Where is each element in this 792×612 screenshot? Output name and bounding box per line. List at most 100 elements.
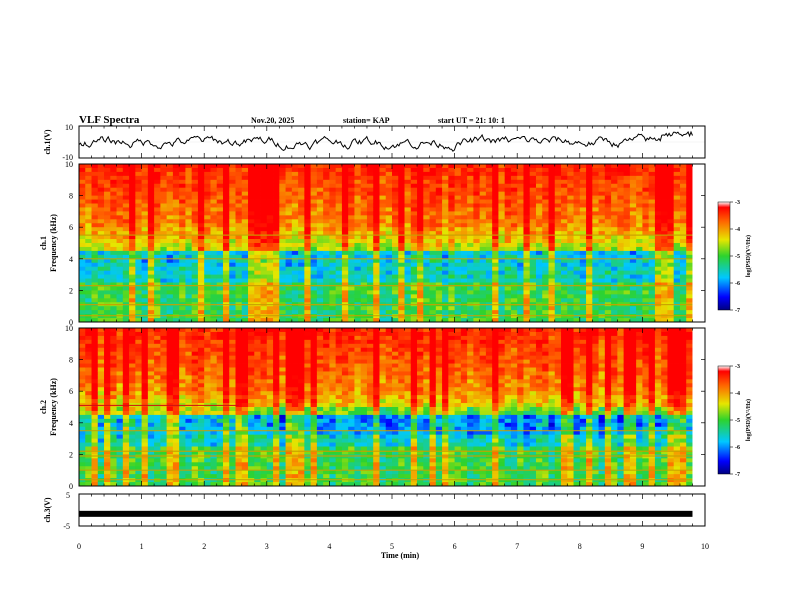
spectrogram-cell: [573, 219, 581, 224]
spectrogram-cell: [360, 215, 368, 220]
spectrogram-cell: [185, 430, 193, 436]
spectrogram-cell: [385, 175, 393, 181]
spectrogram-cell: [122, 250, 130, 256]
spectrogram-cell: [329, 215, 337, 220]
spectrogram-cell: [141, 383, 149, 388]
spectrogram-cell: [523, 250, 531, 256]
spectrogram-cell: [204, 343, 211, 349]
spectrogram-cell: [266, 219, 274, 224]
spectrogram-cell: [448, 290, 455, 295]
spectrogram-cell: [135, 450, 142, 455]
spectrogram-cell: [592, 195, 599, 200]
spectrogram-cell: [116, 266, 124, 272]
spectrogram-cell: [385, 246, 393, 252]
spectrogram-cell: [542, 203, 549, 208]
spectrogram-cell: [561, 294, 568, 299]
spectrogram-cell: [85, 434, 92, 439]
spectrogram-cell: [642, 175, 650, 181]
spectrogram-cell: [285, 223, 293, 228]
spectrogram-cell: [667, 167, 675, 173]
spectrogram-cell: [191, 235, 199, 240]
spectrogram-cell: [323, 207, 330, 212]
spectrogram-cell: [611, 215, 618, 220]
spectrogram-cell: [498, 282, 506, 287]
spectrogram-cell: [629, 195, 637, 200]
spectrogram-cell: [354, 223, 362, 228]
spectrogram-cell: [561, 258, 568, 264]
spectrogram-cell: [617, 199, 625, 204]
spectrogram-cell: [611, 294, 618, 299]
spectrogram-cell: [304, 262, 312, 268]
spectrogram-cell: [97, 391, 105, 396]
spectrogram-cell: [335, 171, 343, 177]
spectrogram-cell: [116, 446, 124, 451]
spectrogram-cell: [254, 262, 261, 268]
spectrogram-cell: [385, 223, 393, 228]
spectrogram-cell: [654, 258, 662, 264]
spectrogram-cell: [304, 175, 312, 181]
spectrogram-cell: [360, 246, 368, 252]
spectrogram-cell: [417, 195, 424, 200]
spectrogram-cell: [141, 223, 149, 228]
spectrogram-cell: [561, 274, 568, 279]
spectrogram-cell: [573, 171, 581, 177]
spectrogram-cell: [598, 298, 606, 303]
spectrogram-cell: [373, 187, 380, 193]
spectrogram-cell: [197, 164, 205, 169]
spectrogram-cell: [360, 231, 368, 236]
spectrogram-cell: [141, 450, 149, 455]
spectrogram-cell: [235, 250, 243, 256]
spectrogram-cell: [104, 278, 111, 283]
spectrogram-cell: [548, 282, 556, 287]
spectrogram-cell: [510, 278, 518, 283]
spectrogram-cell: [166, 335, 174, 341]
spectrogram-cell: [141, 474, 149, 479]
spectrogram-cell: [235, 227, 243, 232]
spectrogram-cell: [636, 211, 643, 216]
spectrogram-cell: [429, 274, 437, 279]
spectrogram-cell: [273, 254, 280, 260]
spectrogram-cell: [629, 262, 637, 268]
spectrogram-cell: [661, 318, 668, 323]
spectrogram-cell: [473, 266, 481, 272]
spectrogram-cell: [398, 223, 405, 228]
spectrogram-cell: [97, 446, 105, 451]
spectrogram-cell: [147, 430, 155, 436]
spectrogram-cell: [154, 270, 161, 275]
spectrogram-cell: [91, 183, 99, 189]
spectrogram-cell: [392, 290, 399, 295]
spectrogram-cell: [485, 239, 493, 244]
spectrogram-cell: [172, 383, 180, 388]
spectrogram-cell: [567, 171, 574, 177]
spectrogram-cell: [598, 262, 606, 268]
spectrogram-cell: [310, 298, 318, 303]
spectrogram-cell: [598, 318, 606, 323]
spectrogram-cell: [579, 254, 587, 260]
spectrogram-cell: [460, 223, 468, 228]
spectrogram-cell: [197, 258, 205, 264]
spectrogram-cell: [241, 215, 249, 220]
spectrogram-cell: [460, 306, 468, 311]
spectrogram-cell: [254, 219, 261, 224]
spectrogram-cell: [435, 231, 443, 236]
spectrogram-cell: [661, 306, 668, 311]
spectrogram-cell: [454, 318, 462, 323]
spectrogram-cell: [454, 270, 462, 275]
spectrogram-cell: [129, 278, 136, 283]
spectrogram-cell: [273, 191, 280, 196]
spectrogram-cell: [85, 219, 92, 224]
spectrogram-cell: [185, 466, 193, 471]
spectrogram-cell: [79, 179, 86, 185]
spectrogram-cell: [617, 282, 625, 287]
spectrogram-cell: [229, 318, 236, 323]
spectrogram-cell: [147, 219, 155, 224]
spectrogram-cell: [191, 223, 199, 228]
spectrogram-cell: [492, 310, 499, 315]
spectrogram-cell: [504, 187, 512, 193]
spectrogram-cell: [642, 235, 650, 240]
spectrogram-cell: [348, 187, 355, 193]
spectrogram-cell: [135, 391, 142, 396]
spectrogram-cell: [661, 191, 668, 196]
spectrogram-cell: [160, 306, 168, 311]
spectrogram-cell: [667, 286, 675, 291]
